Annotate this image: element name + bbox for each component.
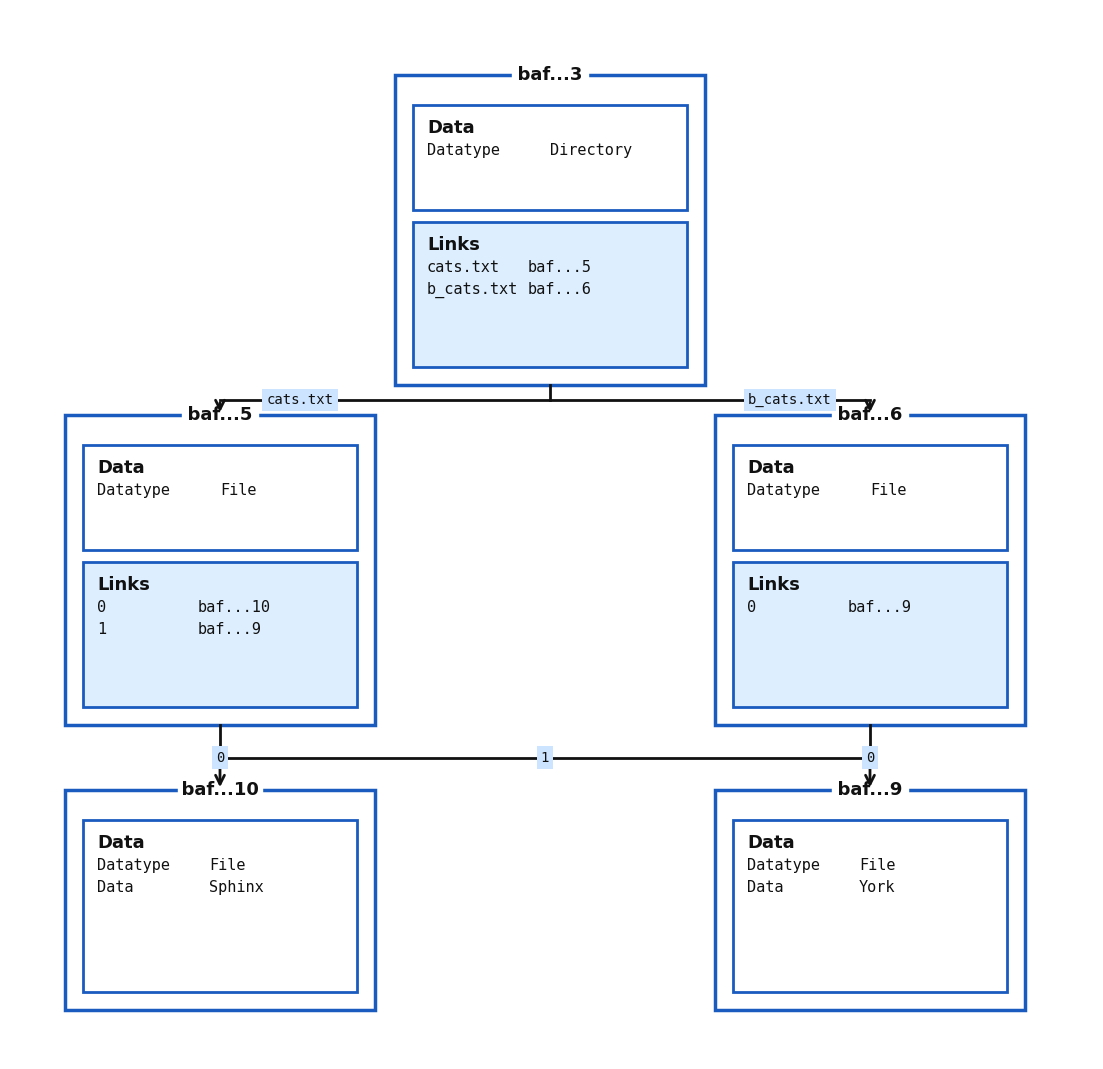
- Text: cats.txt: cats.txt: [267, 393, 333, 407]
- Text: b_cats.txt: b_cats.txt: [427, 282, 518, 298]
- FancyBboxPatch shape: [733, 820, 1007, 992]
- Text: Data: Data: [747, 834, 794, 852]
- Text: File: File: [210, 858, 246, 873]
- Text: Data: Data: [747, 880, 783, 895]
- FancyBboxPatch shape: [65, 415, 375, 725]
- FancyBboxPatch shape: [715, 790, 1025, 1010]
- Text: Datatype: Datatype: [747, 858, 820, 873]
- FancyBboxPatch shape: [733, 445, 1007, 549]
- Text: Data: Data: [427, 119, 474, 137]
- Text: File: File: [859, 858, 896, 873]
- Text: Links: Links: [427, 236, 480, 253]
- Text: 0: 0: [747, 600, 757, 615]
- Text: 0: 0: [97, 600, 106, 615]
- Text: baf...9: baf...9: [199, 622, 261, 637]
- Text: Datatype: Datatype: [427, 143, 500, 158]
- Text: baf...10: baf...10: [199, 600, 271, 615]
- Text: Directory: Directory: [550, 143, 632, 158]
- Text: York: York: [859, 880, 896, 895]
- Text: baf...3: baf...3: [505, 66, 595, 84]
- FancyBboxPatch shape: [65, 790, 375, 1010]
- Text: 1: 1: [97, 622, 106, 637]
- FancyBboxPatch shape: [395, 75, 705, 385]
- Text: baf...5: baf...5: [528, 260, 592, 275]
- Text: 1: 1: [540, 750, 549, 764]
- Text: Data: Data: [97, 834, 144, 852]
- Text: Datatype: Datatype: [747, 483, 820, 498]
- FancyBboxPatch shape: [413, 221, 687, 367]
- FancyBboxPatch shape: [413, 105, 687, 210]
- FancyBboxPatch shape: [83, 445, 357, 549]
- FancyBboxPatch shape: [733, 562, 1007, 707]
- FancyBboxPatch shape: [715, 415, 1025, 725]
- Text: cats.txt: cats.txt: [427, 260, 500, 275]
- FancyBboxPatch shape: [83, 562, 357, 707]
- Text: File: File: [219, 483, 257, 498]
- FancyBboxPatch shape: [83, 820, 357, 992]
- Text: Data: Data: [97, 880, 133, 895]
- Text: Data: Data: [747, 459, 794, 477]
- Text: Datatype: Datatype: [97, 858, 170, 873]
- Text: Links: Links: [747, 576, 800, 593]
- Text: Datatype: Datatype: [97, 483, 170, 498]
- Text: baf...5: baf...5: [175, 406, 265, 424]
- Text: 0: 0: [866, 750, 875, 764]
- Text: File: File: [870, 483, 907, 498]
- Text: baf...6: baf...6: [528, 282, 592, 297]
- Text: b_cats.txt: b_cats.txt: [748, 393, 832, 407]
- Text: baf...10: baf...10: [169, 781, 271, 799]
- Text: Data: Data: [97, 459, 144, 477]
- Text: Links: Links: [97, 576, 150, 593]
- Text: baf...9: baf...9: [848, 600, 912, 615]
- Text: baf...9: baf...9: [825, 781, 914, 799]
- Text: 0: 0: [216, 750, 224, 764]
- Text: Sphinx: Sphinx: [210, 880, 264, 895]
- Text: baf...6: baf...6: [825, 406, 914, 424]
